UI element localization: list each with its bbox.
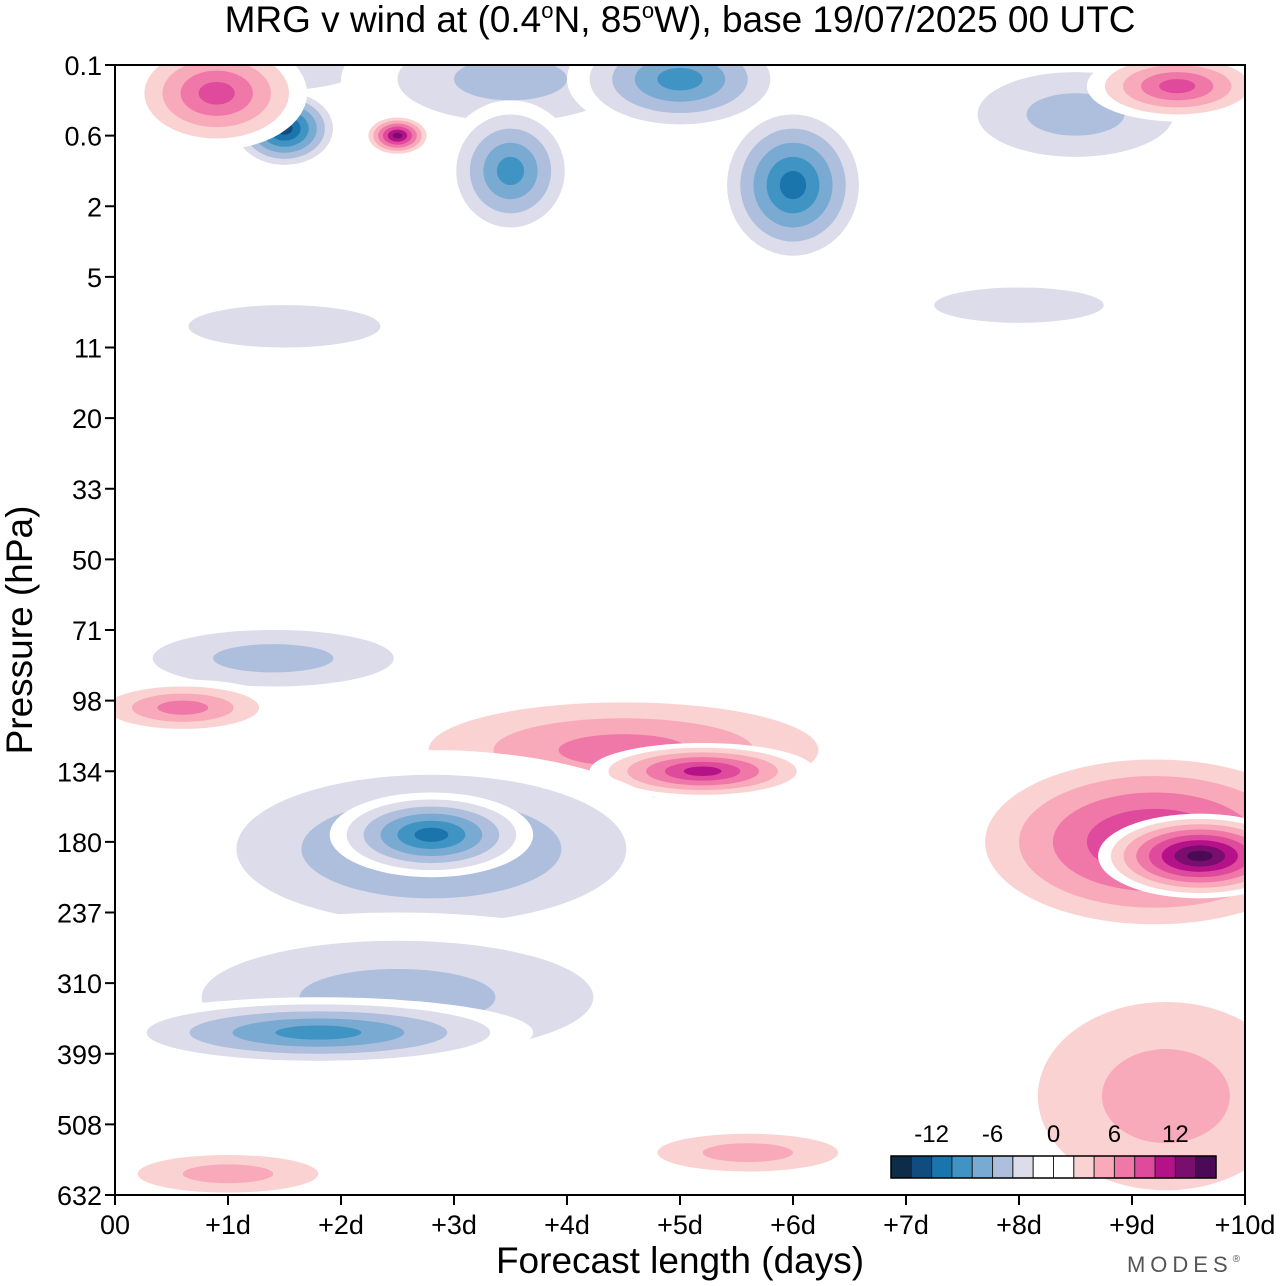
colorbar-tick-label: -12 bbox=[914, 1121, 949, 1148]
colorbar-swatch bbox=[971, 1155, 994, 1179]
colorbar-frame bbox=[890, 1155, 1217, 1179]
colorbar-swatch bbox=[931, 1155, 953, 1179]
contour-band bbox=[392, 132, 403, 139]
modes-logo: MODES® bbox=[1127, 1252, 1245, 1277]
contour-band bbox=[1159, 79, 1196, 94]
y-tick-label: 134 bbox=[57, 757, 102, 787]
colorbar-swatch bbox=[1012, 1155, 1034, 1179]
colorbar-swatch bbox=[1195, 1155, 1217, 1179]
field-region bbox=[713, 100, 873, 270]
x-axis-label: Forecast length (days) bbox=[496, 1240, 864, 1281]
y-tick-label: 71 bbox=[72, 616, 102, 646]
colorbar-tick-label: -6 bbox=[982, 1121, 1003, 1148]
colorbar-swatch bbox=[910, 1155, 933, 1179]
contour-band bbox=[934, 287, 1104, 323]
colorbar-swatch bbox=[1053, 1155, 1075, 1179]
colorbar-swatch bbox=[1073, 1155, 1095, 1179]
y-tick-label: 98 bbox=[72, 687, 102, 717]
y-tick-label: 508 bbox=[57, 1110, 102, 1140]
colorbar-swatch bbox=[1134, 1155, 1156, 1179]
field-region bbox=[115, 997, 534, 1068]
contour-band bbox=[157, 700, 209, 715]
field-region bbox=[329, 792, 534, 878]
contour-band bbox=[683, 766, 722, 776]
field-region bbox=[1098, 813, 1245, 899]
y-axis-label: Pressure (hPa) bbox=[0, 506, 40, 755]
field-region bbox=[973, 954, 1245, 1195]
x-tick-label: +9d bbox=[1109, 1210, 1155, 1240]
field-region bbox=[1086, 65, 1245, 122]
chart-title: MRG v wind at (0.4oN, 85oW), base 19/07/… bbox=[225, 0, 1136, 40]
field-region bbox=[442, 100, 579, 242]
field-region bbox=[115, 283, 477, 369]
colorbar-tick-label: 12 bbox=[1162, 1121, 1189, 1148]
colorbar-swatch bbox=[1174, 1155, 1197, 1179]
contour-band bbox=[182, 1164, 274, 1184]
x-tick-label: +8d bbox=[996, 1210, 1042, 1240]
colorbar: -12 -6 0 6 12 bbox=[890, 1121, 1217, 1179]
y-tick-label: 0.6 bbox=[64, 122, 102, 152]
x-axis: 00 +1d +2d +3d +4d +5d +6d +7d +8d +9d +10d bbox=[100, 1195, 1275, 1240]
field-region bbox=[589, 743, 816, 800]
contour-band bbox=[779, 170, 807, 200]
colorbar-tick-label: 6 bbox=[1108, 1121, 1121, 1148]
contour-band bbox=[702, 1143, 793, 1163]
colorbar-swatch bbox=[951, 1155, 973, 1179]
y-tick-label: 33 bbox=[72, 475, 102, 505]
y-tick-label: 180 bbox=[57, 828, 102, 858]
x-tick-label: +1d bbox=[205, 1210, 251, 1240]
x-tick-label: +10d bbox=[1215, 1210, 1276, 1240]
contour-band bbox=[1187, 850, 1213, 862]
y-tick-label: 2 bbox=[87, 192, 102, 222]
contour-band bbox=[1101, 1049, 1230, 1144]
y-tick-label: 632 bbox=[57, 1181, 102, 1211]
field-region bbox=[849, 269, 1189, 341]
y-tick-label: 11 bbox=[74, 334, 102, 364]
x-tick-label: +4d bbox=[544, 1210, 590, 1240]
contour-band bbox=[198, 81, 235, 105]
field-region bbox=[612, 1124, 884, 1181]
x-tick-label: +2d bbox=[318, 1210, 364, 1240]
colorbar-tick-label: 0 bbox=[1047, 1121, 1060, 1148]
field-region bbox=[363, 114, 432, 157]
y-tick-label: 50 bbox=[72, 545, 102, 575]
colorbar-swatch bbox=[1154, 1155, 1176, 1179]
x-tick-label: +5d bbox=[657, 1210, 703, 1240]
y-tick-label: 5 bbox=[87, 263, 102, 293]
field-region bbox=[126, 65, 308, 150]
y-tick-label: 20 bbox=[72, 404, 102, 434]
x-tick-label: 00 bbox=[100, 1210, 130, 1240]
colorbar-swatch bbox=[1113, 1155, 1136, 1179]
field-region bbox=[115, 679, 285, 736]
y-tick-label: 310 bbox=[57, 969, 102, 999]
x-tick-label: +3d bbox=[431, 1210, 477, 1240]
contour-band bbox=[454, 65, 567, 101]
y-tick-label: 0.1 bbox=[64, 51, 102, 81]
contour-band bbox=[212, 644, 334, 673]
x-tick-label: +6d bbox=[770, 1210, 816, 1240]
y-tick-label: 399 bbox=[57, 1040, 102, 1070]
colorbar-swatch bbox=[992, 1155, 1014, 1179]
contour-band bbox=[496, 156, 525, 186]
colorbar-swatch bbox=[1032, 1155, 1054, 1179]
field-region bbox=[115, 1145, 364, 1195]
contour-band bbox=[657, 67, 703, 91]
y-tick-label: 237 bbox=[57, 899, 102, 929]
field-region bbox=[115, 615, 454, 701]
colorbar-swatch bbox=[1093, 1155, 1115, 1179]
contour-band bbox=[414, 827, 449, 842]
contour-band bbox=[275, 1025, 362, 1040]
colorbar-swatch bbox=[890, 1155, 912, 1179]
field-region bbox=[567, 65, 793, 136]
heatmap-field bbox=[115, 65, 1245, 1195]
contour-band bbox=[188, 305, 381, 348]
x-tick-label: +7d bbox=[883, 1210, 929, 1240]
y-axis: 0.1 0.6 2 5 11 20 33 50 71 98 134 180 237 310 399 508 63… bbox=[57, 51, 115, 1211]
